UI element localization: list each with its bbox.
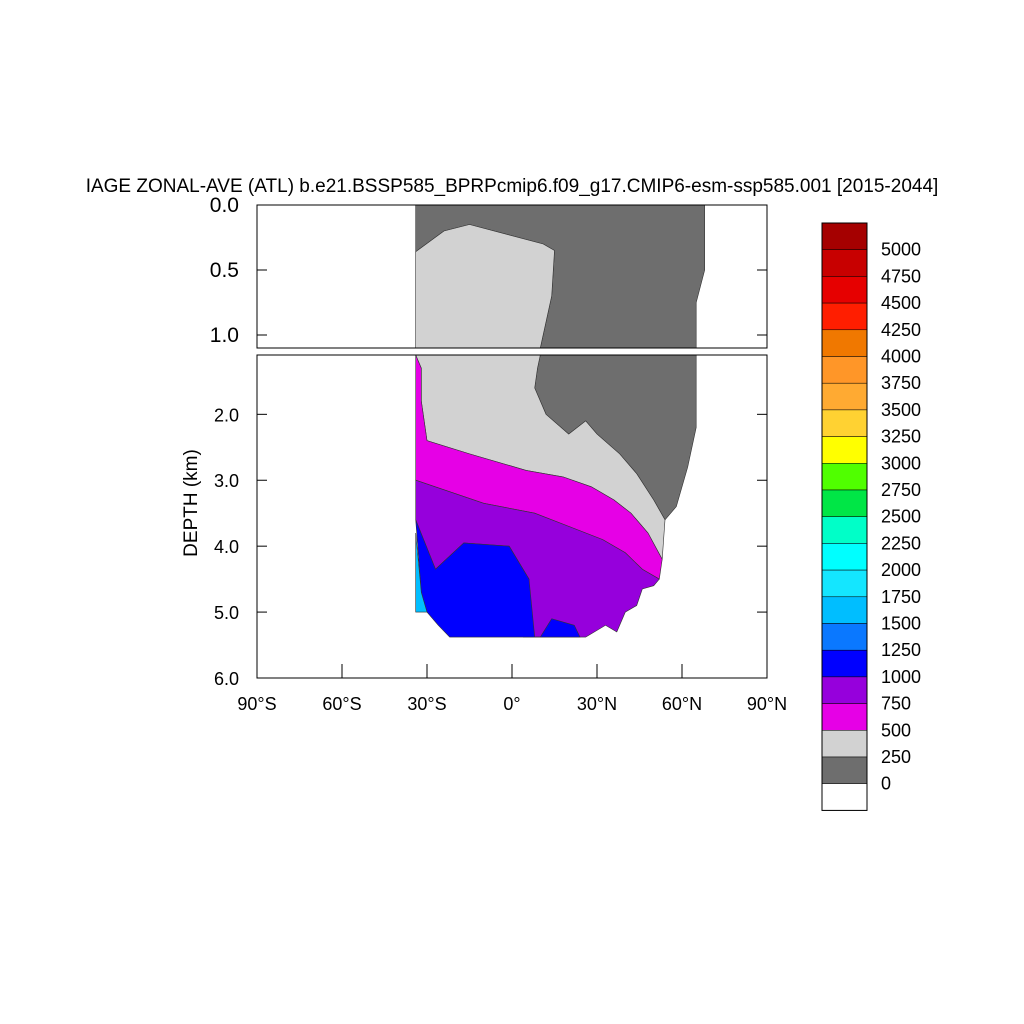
colorbar-swatch xyxy=(821,409,868,437)
colorbar-swatch xyxy=(821,302,868,331)
y-tick-label-upper: 1.0 xyxy=(210,324,239,347)
contour-region-lower-6 xyxy=(415,519,581,638)
colorbar-swatch xyxy=(821,676,868,704)
colorbar-label: 2000 xyxy=(881,560,921,580)
colorbar-swatch xyxy=(821,703,868,731)
x-tick-label: 0° xyxy=(503,694,520,714)
colorbar-label: 0 xyxy=(881,774,891,794)
colorbar-swatch xyxy=(821,436,868,464)
x-tick-label: 30°S xyxy=(407,694,446,714)
y-tick-label-lower: 5.0 xyxy=(214,603,239,623)
y-tick-label-lower: 2.0 xyxy=(214,405,239,425)
y-tick-label-lower: 3.0 xyxy=(214,471,239,491)
colorbar-swatch xyxy=(821,222,868,250)
colorbar-swatch xyxy=(821,249,868,277)
colorbar-swatch xyxy=(821,569,868,598)
colorbar-label: 3500 xyxy=(881,400,921,420)
x-tick-label: 60°N xyxy=(662,694,702,714)
colorbar-swatch xyxy=(821,382,868,411)
colorbar-label: 3250 xyxy=(881,427,921,447)
y-tick-label-upper: 0.0 xyxy=(210,194,239,217)
x-tick-label: 60°S xyxy=(322,694,361,714)
upper-panel-frame xyxy=(256,204,768,349)
colorbar-swatch xyxy=(821,756,868,784)
lower-panel: 2.0 3.0 4.0 5.0 6.0 90°S 60°S 30°S 0° 30°N 60°N 90… xyxy=(214,354,787,714)
colorbar-swatch xyxy=(821,489,868,517)
colorbar-swatch xyxy=(821,329,868,357)
upper-panel: 0.0 0.5 1.0 xyxy=(210,194,768,349)
colorbar-swatch xyxy=(821,516,868,544)
colorbar-label: 3750 xyxy=(881,373,921,393)
x-tick-label: 90°N xyxy=(747,694,787,714)
colorbar-label: 2500 xyxy=(881,507,921,527)
colorbar-swatch xyxy=(821,356,868,384)
y-tick-label-lower: 6.0 xyxy=(214,669,239,689)
colorbar-swatch xyxy=(821,783,868,811)
x-tick-label: 90°S xyxy=(237,694,276,714)
y-axis-label: DEPTH (km) xyxy=(181,449,202,557)
colorbar-label: 1250 xyxy=(881,640,921,660)
colorbar-label: 1000 xyxy=(881,667,921,687)
colorbar-label: 4000 xyxy=(881,347,921,367)
colorbar-label: 2750 xyxy=(881,480,921,500)
colorbar-label: 4750 xyxy=(881,266,921,286)
contour-region-upper-1 xyxy=(415,224,555,349)
colorbar-label: 250 xyxy=(881,747,911,767)
y-tick-label-upper: 0.5 xyxy=(210,259,239,282)
colorbar-frame xyxy=(821,222,868,811)
colorbar-swatch xyxy=(821,463,868,491)
colorbar-label: 2250 xyxy=(881,533,921,553)
colorbar-swatch xyxy=(821,596,868,624)
y-tick-label-lower: 4.0 xyxy=(214,537,239,557)
colorbar-label: 4500 xyxy=(881,293,921,313)
colorbar-label: 1500 xyxy=(881,614,921,634)
colorbar-swatch xyxy=(821,649,868,678)
colorbar-label: 5000 xyxy=(881,240,921,260)
x-tick-label: 30°N xyxy=(577,694,617,714)
chart-title: IAGE ZONAL-AVE (ATL) b.e21.BSSP585_BPRPc… xyxy=(86,176,939,197)
colorbar-swatch xyxy=(821,543,868,571)
colorbar: 5000475045004250400037503500325030002750… xyxy=(821,222,921,811)
colorbar-label: 500 xyxy=(881,720,911,740)
colorbar-swatch xyxy=(821,730,868,758)
colorbar-label: 4250 xyxy=(881,320,921,340)
colorbar-label: 750 xyxy=(881,694,911,714)
colorbar-swatch xyxy=(821,623,868,651)
contour-region-lower-7 xyxy=(415,532,428,613)
colorbar-label: 3000 xyxy=(881,453,921,473)
colorbar-swatch xyxy=(821,276,868,304)
colorbar-label: 1750 xyxy=(881,587,921,607)
